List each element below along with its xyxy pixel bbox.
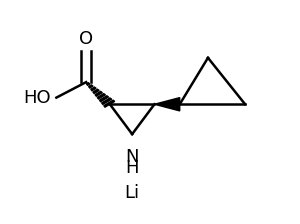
Polygon shape (104, 100, 115, 107)
Polygon shape (91, 87, 96, 91)
Polygon shape (154, 98, 180, 111)
Polygon shape (99, 96, 109, 102)
Polygon shape (86, 83, 90, 85)
Polygon shape (93, 89, 99, 93)
Text: O: O (79, 30, 93, 48)
Text: H: H (125, 159, 139, 177)
Polygon shape (95, 91, 102, 96)
Polygon shape (102, 98, 112, 104)
Polygon shape (88, 85, 93, 88)
Text: N: N (125, 148, 139, 166)
Text: HO: HO (23, 89, 51, 107)
Text: Li: Li (124, 184, 140, 202)
Polygon shape (97, 94, 105, 99)
